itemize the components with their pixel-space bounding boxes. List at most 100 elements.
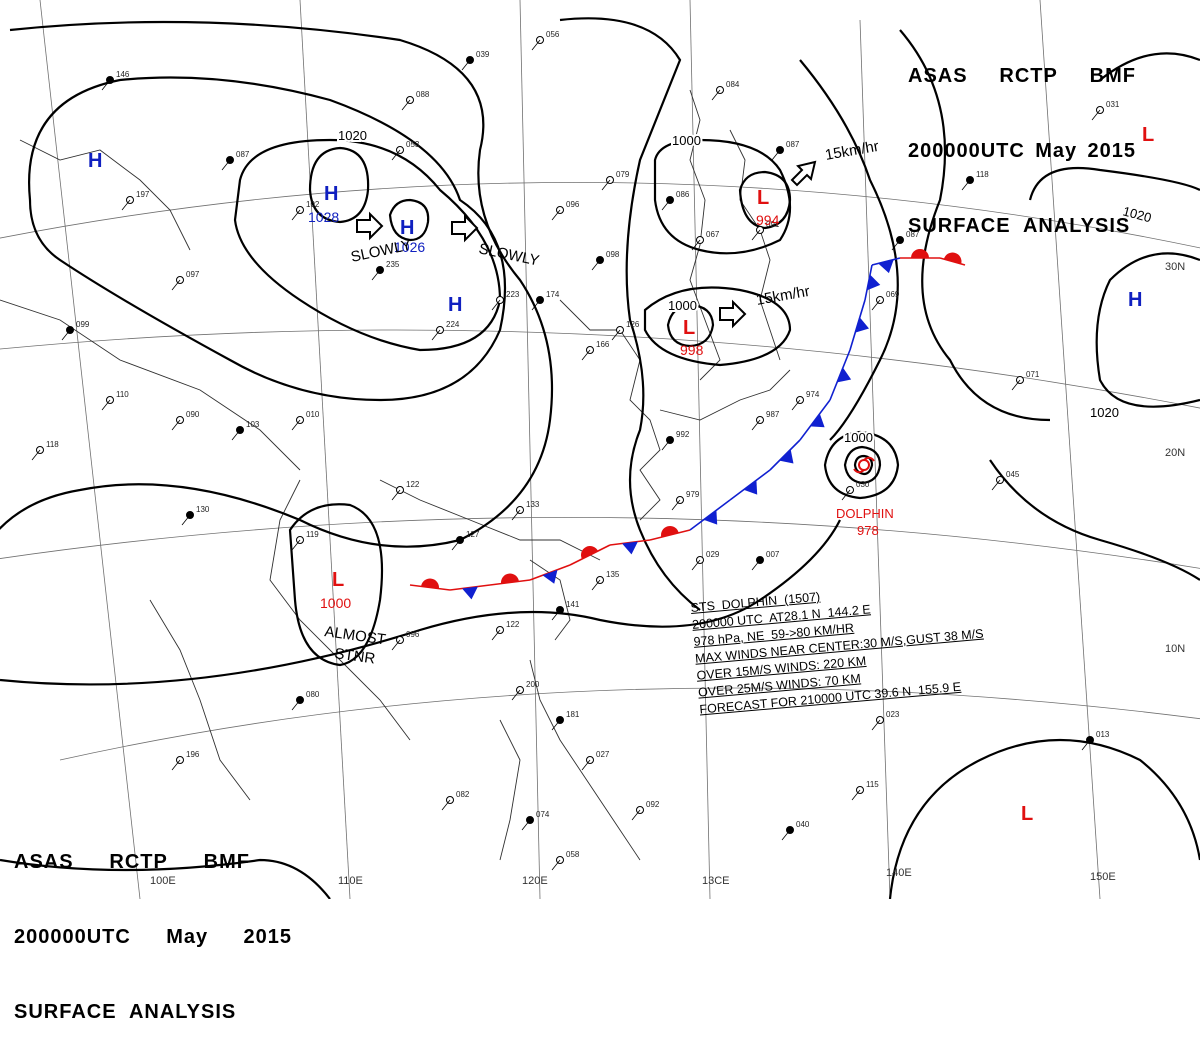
warm-front-symbol	[581, 546, 599, 560]
station-pressure: 071	[1026, 370, 1040, 379]
cold-front-symbol	[837, 367, 852, 383]
high-pressure-center: H	[88, 150, 102, 172]
station-pressure: 058	[566, 850, 580, 859]
station-pressure: 067	[706, 230, 720, 239]
wind-barb	[791, 399, 801, 411]
wind-barb	[291, 539, 301, 551]
wind-barb	[181, 514, 191, 526]
cold-front-symbol	[866, 274, 881, 291]
station-pressure: 119	[306, 530, 319, 539]
wind-barb	[101, 399, 111, 411]
header-office: RCTP	[999, 65, 1058, 87]
arrow-icon	[719, 299, 747, 329]
cold-front-symbol	[779, 449, 794, 464]
station-pressure: 135	[606, 570, 620, 579]
wind-barb	[891, 239, 901, 251]
station-pressure: 181	[566, 710, 580, 719]
warm-front-symbol	[943, 252, 962, 264]
wind-barb	[61, 329, 71, 341]
wind-barb	[751, 229, 761, 241]
wind-barb	[1011, 379, 1021, 391]
cold-front-symbol	[622, 541, 638, 555]
header-month: May	[1035, 140, 1078, 162]
wind-barb	[491, 299, 501, 311]
header-title: SURFACE ANALYSIS	[908, 215, 1131, 237]
arrow-icon	[790, 160, 817, 187]
station-pressure: 030	[856, 480, 870, 489]
warm-front-symbol	[421, 578, 439, 589]
wind-barb	[511, 689, 521, 701]
wind-barb	[291, 419, 301, 431]
header-month: May	[166, 926, 209, 948]
station-pressure: 974	[806, 390, 820, 399]
station-pressure: 080	[306, 690, 320, 699]
center-pressure: 1026	[394, 239, 425, 255]
station-pressure: 087	[906, 230, 920, 239]
station-pressure: 045	[1006, 470, 1020, 479]
low-pressure-center: L	[757, 187, 769, 209]
isobar-label: 1020	[1090, 405, 1119, 420]
center-pressure: 1028	[308, 209, 339, 225]
latitude-label: 10N	[1165, 643, 1185, 655]
wind-barb	[531, 39, 541, 51]
station-pressure: 126	[626, 320, 640, 329]
warm-front-symbol	[501, 573, 519, 584]
wind-barb	[781, 829, 791, 841]
station-pressure: 074	[536, 810, 550, 819]
wind-barb	[511, 509, 521, 521]
wind-barb	[711, 89, 721, 101]
typhoon-pressure: 978	[857, 523, 879, 538]
wind-barb	[611, 329, 621, 341]
header-office: BMF	[203, 851, 250, 873]
isobar-label: 1000	[672, 133, 701, 148]
high-pressure-center: H	[400, 217, 414, 239]
arrow-icon	[451, 213, 479, 243]
coastlines	[0, 89, 791, 861]
wind-barb	[871, 299, 881, 311]
wind-barb	[581, 349, 591, 361]
station-pressure: 092	[646, 800, 660, 809]
high-pressure-center: H	[1128, 289, 1142, 311]
wind-barb	[551, 209, 561, 221]
wind-barb	[171, 279, 181, 291]
wind-barb	[671, 499, 681, 511]
station-pressure: 118	[976, 170, 989, 179]
station-pressure: 029	[706, 550, 720, 559]
wind-barb	[171, 419, 181, 431]
cold-front-symbol	[810, 413, 825, 428]
station-pressure: 096	[406, 630, 420, 639]
station-pressure: 010	[306, 410, 320, 419]
wind-barb	[961, 179, 971, 191]
low-pressure-center: L	[1142, 124, 1154, 146]
wind-barb	[601, 179, 611, 191]
header-office: RCTP	[109, 851, 168, 873]
wind-barb	[521, 819, 531, 831]
station-pressure: 102	[306, 200, 320, 209]
weather-map: 146 197 102 235 224 223 174 166 126 098 096 079 086 0…	[0, 0, 1200, 899]
station-pressure: 166	[596, 340, 610, 349]
wind-barb	[391, 639, 401, 651]
wind-barb	[751, 419, 761, 431]
cold-front-symbol	[878, 259, 894, 274]
station-pressure: 103	[246, 420, 260, 429]
wind-barb	[661, 199, 671, 211]
station-pressure: 099	[76, 320, 90, 329]
low-pressure-center: L	[683, 317, 695, 339]
wind-barb	[991, 479, 1001, 491]
wind-barb	[871, 719, 881, 731]
wind-barb	[291, 699, 301, 711]
header-time: 200000UTC	[908, 140, 1025, 162]
station-pressure: 098	[606, 250, 620, 259]
station-pressure: 127	[466, 530, 480, 539]
header-office: ASAS	[908, 65, 968, 87]
warm-front-symbol	[661, 526, 679, 538]
wind-barb	[551, 719, 561, 731]
station-pressure: 013	[1096, 730, 1110, 739]
wind-barb	[401, 99, 411, 111]
latitude-label: 30N	[1165, 261, 1185, 273]
wind-barb	[841, 489, 851, 501]
high-pressure-center: H	[448, 294, 462, 316]
station-pressure: 235	[386, 260, 400, 269]
wind-barb	[491, 629, 501, 641]
header-time: 200000UTC	[14, 926, 131, 948]
